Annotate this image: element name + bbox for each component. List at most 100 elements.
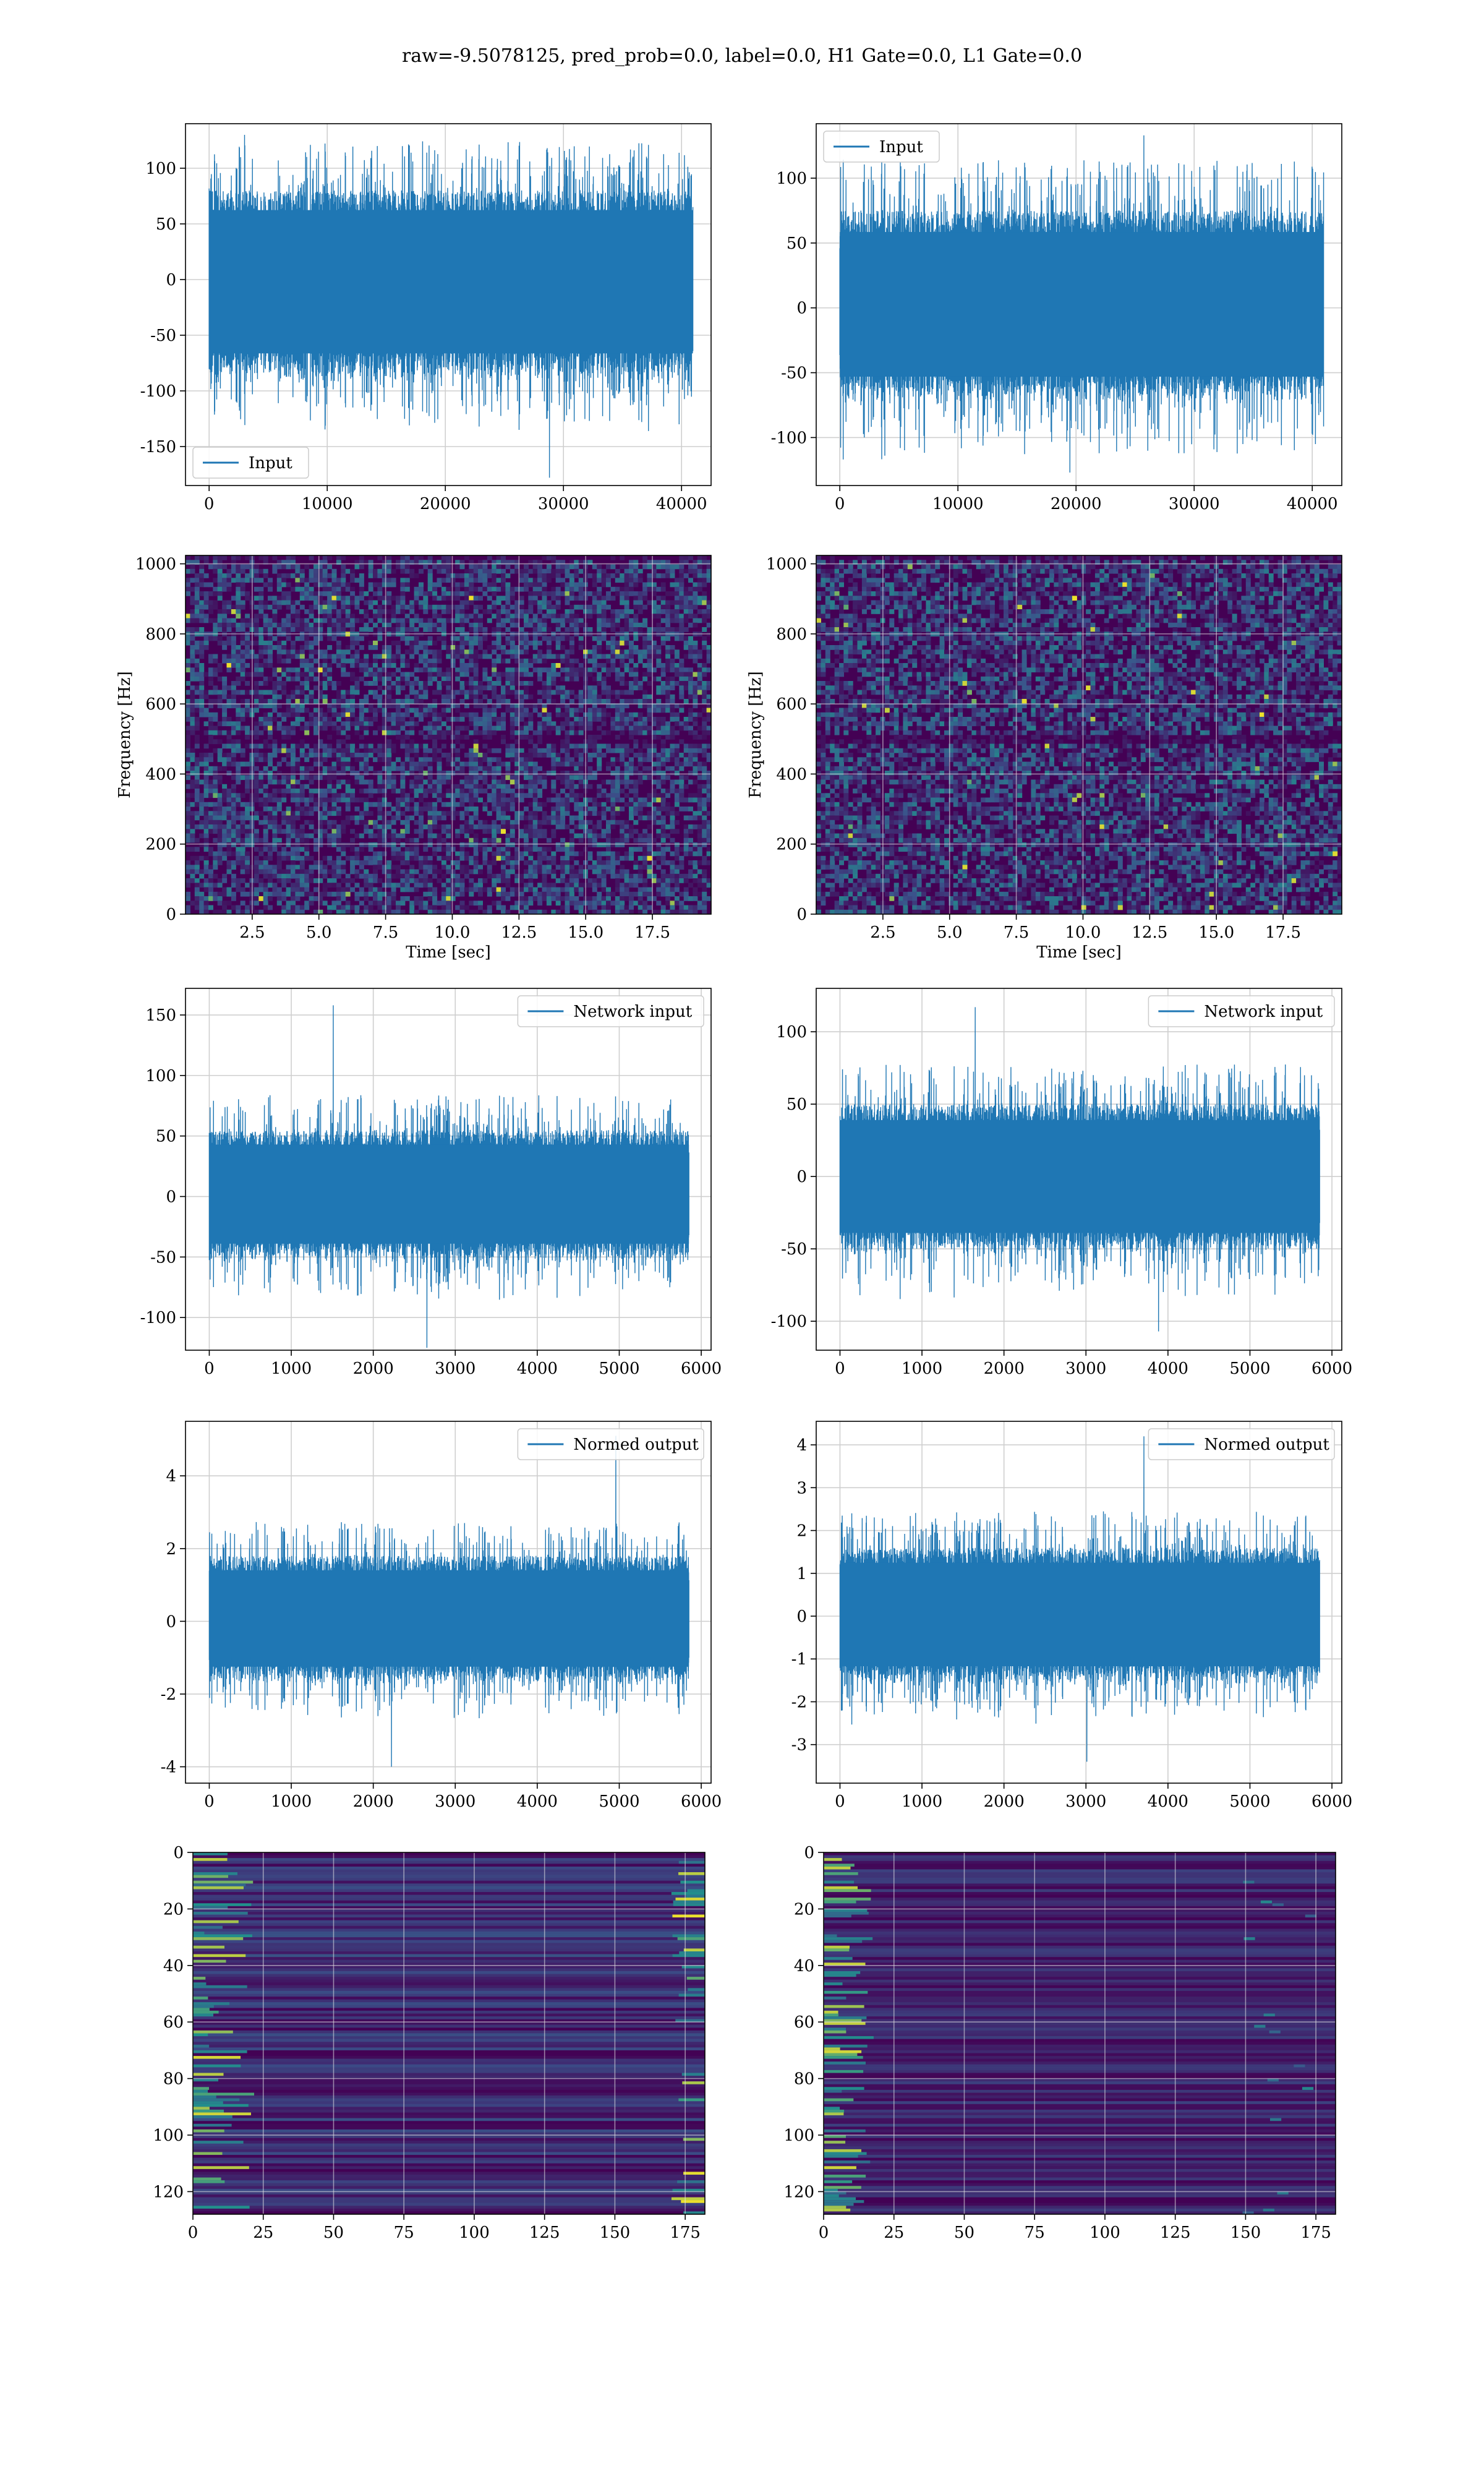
plot-area [186, 1421, 711, 1783]
x-tick-label: 4000 [517, 1359, 558, 1378]
chart-h1-spectrogram: 2.5 5.0 7.5 10.0 12.5 15.0 17.5 0 200 400 600 800 10… [116, 555, 712, 962]
x-tick-label: 25 [884, 2224, 904, 2242]
plot-area [186, 988, 711, 1350]
x-tick-label: 3000 [435, 1359, 475, 1378]
y-tick-label: -100 [140, 1309, 176, 1327]
x-axis-label: Time [sec] [1036, 943, 1122, 962]
y-tick-label: 40 [794, 1957, 814, 1975]
x-tick-label: 50 [954, 2224, 974, 2242]
axes-frame [185, 1421, 712, 1784]
legend-label: Input [249, 454, 292, 473]
y-tick-label: 0 [166, 1612, 176, 1631]
y-tick-label: -50 [150, 1248, 176, 1267]
chart-l1-input: 0 10000 20000 30000 40000 -100 -50 0 50 100 Input [771, 123, 1342, 513]
x-tick-label: 6000 [1311, 1792, 1352, 1811]
grid-lines [816, 555, 1342, 914]
axis-ticks: 0 1000 2000 3000 4000 5000 6000 -4 -2 0 2 4 [161, 1467, 722, 1811]
axis-ticks: 0 25 50 75 100 125 150 175 0 20 40 60 80 100 120 [153, 1844, 701, 2242]
y-tick-label: -2 [791, 1693, 807, 1711]
x-tick-label: 5000 [599, 1359, 639, 1378]
y-tick-label: 0 [804, 1844, 814, 1862]
y-tick-label: -2 [161, 1685, 176, 1704]
x-tick-label: 2000 [353, 1359, 394, 1378]
chart-l1-normed-output: 0 1000 2000 3000 4000 5000 6000 -3 -2 -1 0 1 2 3 4 Norm… [791, 1421, 1353, 1811]
x-tick-label: 20000 [1051, 495, 1102, 513]
x-tick-label: 0 [188, 2224, 198, 2242]
y-tick-label: 100 [145, 1067, 176, 1085]
x-tick-label: 10.0 [435, 923, 471, 942]
axis-ticks: 0 1000 2000 3000 4000 5000 6000 -3 -2 -1 0 1 2 3 4 [791, 1436, 1353, 1811]
y-axis-label: Frequency [Hz] [746, 671, 765, 798]
y-tick-label: 60 [794, 2013, 814, 2032]
legend: Network input [1148, 995, 1335, 1027]
y-tick-label: 50 [787, 234, 807, 253]
x-tick-label: 6000 [1311, 1359, 1352, 1378]
y-tick-label: -50 [781, 1240, 807, 1259]
x-tick-label: 1000 [271, 1792, 312, 1811]
x-tick-label: 15.0 [1198, 923, 1234, 942]
x-tick-label: 17.5 [1265, 923, 1301, 942]
x-tick-label: 10.0 [1065, 923, 1101, 942]
plot-area [816, 988, 1342, 1350]
x-tick-label: 125 [1160, 2224, 1191, 2242]
heatmap-rows [824, 1852, 1336, 2214]
x-tick-label: 17.5 [634, 923, 670, 942]
y-tick-label: 20 [163, 1900, 184, 1919]
axes-frame [192, 1852, 706, 2215]
axis-ticks: 0 25 50 75 100 125 150 175 0 20 40 60 80 100 120 [783, 1844, 1331, 2242]
legend-label: Input [879, 138, 923, 156]
grid-lines [824, 1852, 1336, 2214]
x-tick-label: 0 [204, 1792, 215, 1811]
y-tick-label: -100 [771, 1312, 807, 1331]
x-tick-label: 100 [1090, 2224, 1120, 2242]
y-tick-label: 2 [796, 1522, 807, 1541]
x-tick-label: 75 [1025, 2224, 1045, 2242]
y-tick-label: 50 [787, 1095, 807, 1114]
axis-ticks: 0 1000 2000 3000 4000 5000 6000 -100 -50 0 50 100 [771, 1023, 1353, 1378]
y-tick-label: 600 [145, 695, 176, 714]
x-tick-label: 5.0 [937, 923, 962, 942]
y-tick-label: 0 [796, 1168, 807, 1186]
x-tick-label: 1000 [902, 1792, 942, 1811]
heatmap-cells [186, 555, 711, 914]
series-core [840, 1562, 1320, 1666]
x-tick-label: 2.5 [239, 923, 265, 942]
y-tick-label: 0 [166, 905, 176, 924]
legend-box [1148, 1428, 1335, 1460]
y-tick-label: 100 [145, 160, 176, 178]
grid-lines [186, 555, 711, 914]
series-core [840, 232, 1324, 377]
y-tick-label: 80 [163, 2070, 184, 2089]
x-tick-label: 0 [835, 495, 845, 513]
y-tick-label: 800 [776, 625, 807, 644]
y-tick-label: 100 [783, 2126, 814, 2145]
y-tick-label: -50 [781, 364, 807, 383]
x-tick-label: 10000 [302, 495, 353, 513]
series-core [209, 210, 693, 354]
x-tick-label: 7.5 [1004, 923, 1029, 942]
x-tick-label: 2000 [353, 1792, 394, 1811]
y-tick-label: 0 [796, 299, 807, 318]
x-tick-label: 75 [394, 2224, 414, 2242]
x-tick-label: 3000 [1065, 1792, 1106, 1811]
panels: 0 10000 20000 30000 40000-150-100-50050100In… [116, 123, 1353, 2242]
heatmap-rows [193, 1852, 705, 2214]
y-tick-label: 120 [783, 2183, 814, 2201]
y-tick-label: 150 [145, 1006, 176, 1025]
axes-frame [816, 123, 1342, 486]
legend-label: Normed output [1204, 1436, 1329, 1454]
y-tick-label: 120 [153, 2183, 184, 2201]
x-tick-label: 25 [253, 2224, 273, 2242]
x-tick-label: 4000 [1148, 1792, 1188, 1811]
legend-box [517, 1428, 704, 1460]
x-tick-label: 4000 [517, 1792, 558, 1811]
axes-frame [816, 1421, 1342, 1784]
plot-area [186, 555, 711, 914]
legend: Input [823, 131, 940, 163]
y-tick-label: 2 [166, 1540, 176, 1559]
x-tick-label: 3000 [1065, 1359, 1106, 1378]
y-tick-label: 100 [776, 169, 807, 188]
x-tick-label: 2000 [984, 1792, 1025, 1811]
y-tick-label: 0 [173, 1844, 184, 1862]
x-tick-label: 7.5 [373, 923, 398, 942]
